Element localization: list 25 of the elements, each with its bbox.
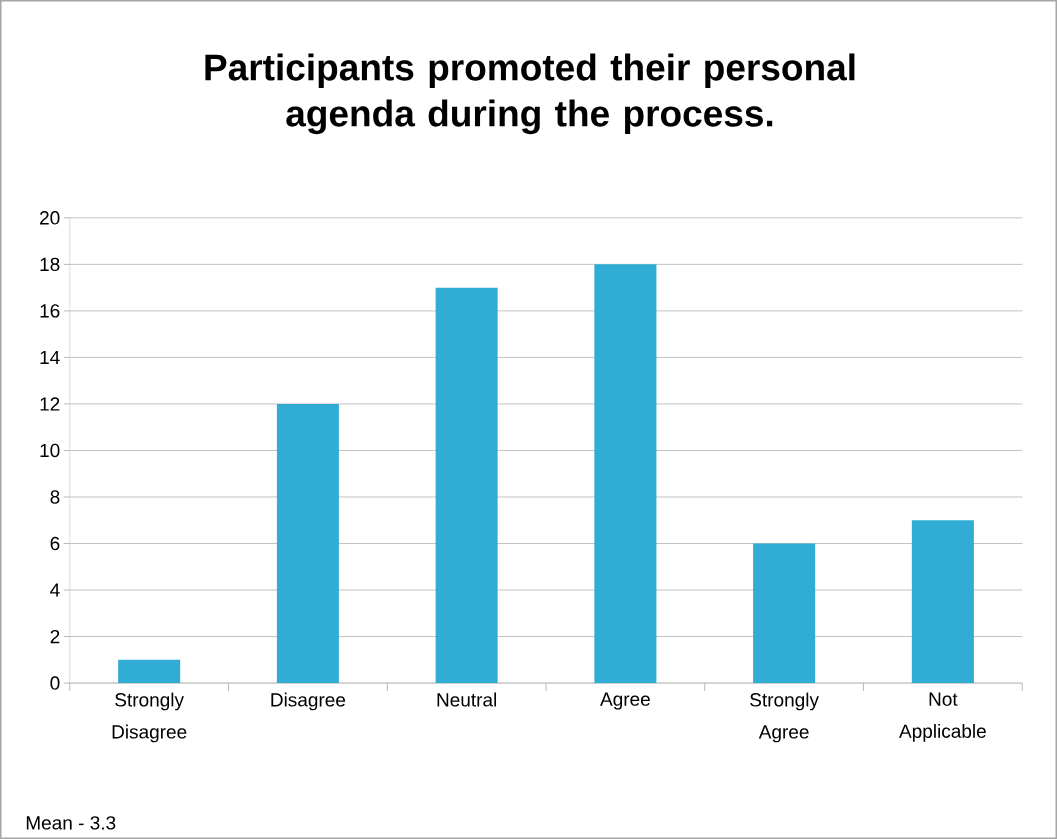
- bar: [911, 520, 974, 684]
- y-tick-label: 2: [50, 629, 60, 644]
- text: Mean - 3.3: [26, 816, 116, 830]
- y-tick-label: 4: [50, 583, 60, 597]
- x-tick-label: Strongly Disagree: [112, 692, 187, 743]
- bar: [276, 403, 339, 684]
- x-tick-label: Not Applicable: [899, 692, 986, 742]
- bar: [118, 659, 181, 684]
- x-tick-label: Agree: [600, 692, 650, 710]
- y-tick-label: 0: [50, 676, 60, 690]
- bar: [594, 264, 657, 684]
- y-tick-label: 14: [40, 350, 60, 364]
- chart-title: Participants promoted their personal agenda during the process.: [205, 53, 855, 135]
- bar: [435, 287, 498, 684]
- y-tick-label: 18: [40, 257, 60, 272]
- y-tick-label: 6: [50, 536, 60, 551]
- x-tick-label: Neutral: [437, 692, 496, 707]
- bar: [753, 543, 816, 684]
- y-tick-label: 10: [40, 443, 60, 458]
- y-tick-label: 20: [40, 211, 60, 225]
- x-tick-label: Strongly Agree: [750, 692, 819, 743]
- x-tick-label: Disagree: [271, 692, 346, 711]
- y-tick-label: 8: [50, 490, 60, 504]
- y-tick-label: 12: [40, 397, 60, 411]
- y-tick-label: 16: [40, 304, 60, 318]
